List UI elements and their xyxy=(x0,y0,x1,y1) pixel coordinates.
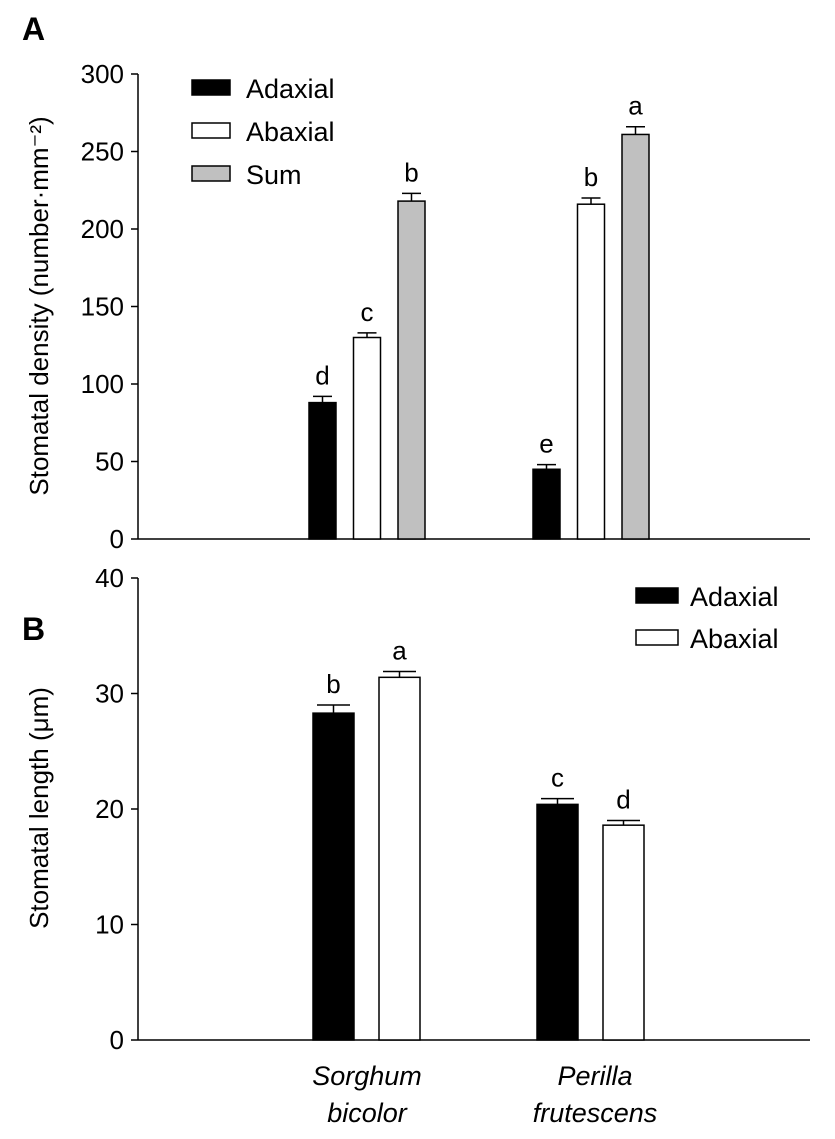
x-category-labels: Sorghum bicolor Perilla frutescens xyxy=(312,1061,657,1128)
bar xyxy=(352,336,382,540)
bar xyxy=(536,803,579,1041)
significance-label: b xyxy=(584,162,598,192)
y-tick-label: 200 xyxy=(81,214,124,244)
bar xyxy=(378,676,421,1041)
panel-a-bars: d c b e b a xyxy=(308,91,650,540)
y-tick-label: 250 xyxy=(81,137,124,167)
panel-b-y-ticks: 0 10 20 30 40 xyxy=(95,563,138,1055)
panel-a-legend: Adaxial Abaxial Sum xyxy=(191,74,335,190)
category-label-line2: bicolor xyxy=(327,1098,408,1128)
panel-b-label: B xyxy=(22,611,45,647)
panel-b-bars: b a c d xyxy=(312,636,645,1041)
y-tick-label: 0 xyxy=(110,524,124,554)
y-tick-label: 100 xyxy=(81,369,124,399)
bar xyxy=(312,712,355,1041)
bar xyxy=(621,133,650,540)
y-tick-label: 10 xyxy=(95,910,124,940)
category-label-line2: frutescens xyxy=(533,1098,658,1128)
y-tick-label: 300 xyxy=(81,59,124,89)
bar xyxy=(602,824,645,1041)
panel-b: B Stomatal length (μm) 0 10 20 30 40 b a c d Ad… xyxy=(22,563,810,1055)
panel-b-legend: Adaxial Abaxial xyxy=(635,582,779,654)
category-label-line1: Sorghum xyxy=(312,1061,422,1091)
significance-label: a xyxy=(392,636,407,666)
panel-a-y-axis-label: Stomatal density (number·mm⁻²) xyxy=(24,116,54,495)
panel-a: A Stomatal density (number·mm⁻²) 0 50 100 1… xyxy=(22,11,810,554)
y-tick-label: 40 xyxy=(95,563,124,593)
bar xyxy=(532,468,561,540)
legend-entry: Abaxial xyxy=(690,624,779,654)
significance-label: a xyxy=(628,91,643,121)
y-tick-label: 50 xyxy=(95,447,124,477)
legend-entry: Adaxial xyxy=(690,582,779,612)
legend-swatch xyxy=(635,629,679,646)
bar xyxy=(308,401,337,540)
significance-label: d xyxy=(616,785,630,815)
significance-label: c xyxy=(361,297,374,327)
significance-label: c xyxy=(551,763,564,793)
y-tick-label: 0 xyxy=(110,1025,124,1055)
legend-swatch xyxy=(635,587,679,604)
significance-label: b xyxy=(404,157,418,187)
bar xyxy=(576,203,606,540)
bar xyxy=(397,200,426,540)
y-tick-label: 20 xyxy=(95,794,124,824)
significance-label: b xyxy=(326,669,340,699)
y-tick-label: 30 xyxy=(95,679,124,709)
legend-swatch xyxy=(191,122,231,139)
category-label-line1: Perilla xyxy=(557,1061,632,1091)
legend-entry: Adaxial xyxy=(246,74,335,104)
panel-a-label: A xyxy=(22,11,45,47)
panel-a-y-ticks: 0 50 100 150 200 250 300 xyxy=(81,59,138,554)
legend-swatch xyxy=(191,165,231,182)
significance-label: e xyxy=(539,429,553,459)
significance-label: d xyxy=(315,360,329,390)
legend-entry: Abaxial xyxy=(246,117,335,147)
legend-entry: Sum xyxy=(246,160,302,190)
panel-b-y-axis-label: Stomatal length (μm) xyxy=(24,687,54,929)
y-tick-label: 150 xyxy=(81,292,124,322)
legend-swatch xyxy=(191,79,231,96)
